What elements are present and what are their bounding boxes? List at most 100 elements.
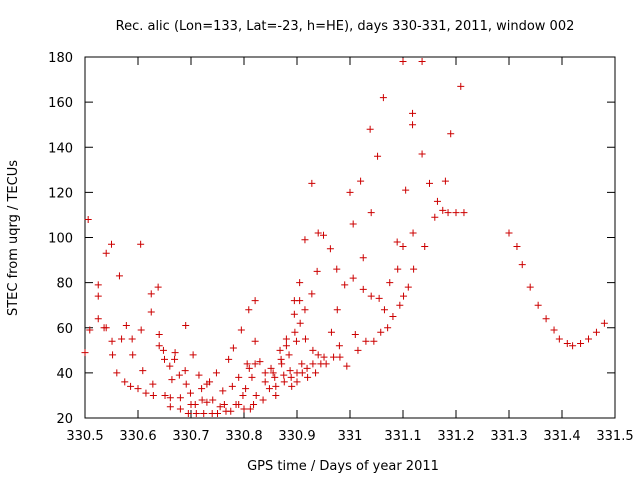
data-point <box>309 346 317 354</box>
data-point <box>259 396 267 404</box>
data-point <box>212 369 220 377</box>
data-point <box>200 409 208 417</box>
data-point <box>108 337 116 345</box>
data-point <box>441 177 449 185</box>
data-point <box>296 319 304 327</box>
data-point <box>280 371 288 379</box>
data-point <box>108 240 115 248</box>
data-point <box>301 236 309 244</box>
data-point <box>296 279 304 287</box>
data-point <box>94 281 102 289</box>
data-point <box>81 349 89 357</box>
data-point <box>251 360 259 368</box>
x-tick-label: 331.1 <box>384 429 421 444</box>
data-point <box>189 351 197 359</box>
data-point <box>389 312 397 320</box>
y-tick-label: 100 <box>48 232 73 247</box>
data-point <box>409 121 417 129</box>
data-point <box>293 378 301 386</box>
data-point <box>191 400 199 408</box>
data-point <box>370 337 378 345</box>
data-point <box>265 385 273 393</box>
data-point <box>404 283 412 291</box>
data-point <box>439 206 447 214</box>
y-tick-label: 80 <box>56 277 73 292</box>
data-point <box>267 364 275 372</box>
x-tick-label: 331 <box>338 429 363 444</box>
data-point <box>322 360 330 368</box>
data-point <box>245 306 253 314</box>
data-point <box>277 355 285 363</box>
data-point <box>225 355 233 363</box>
data-point <box>343 362 351 370</box>
data-point <box>396 301 404 309</box>
data-point <box>269 369 277 377</box>
x-tick-label: 330.5 <box>66 429 103 444</box>
data-point <box>304 373 312 381</box>
data-point <box>335 342 343 350</box>
data-point <box>86 326 94 334</box>
data-point <box>384 324 392 332</box>
data-point <box>301 335 309 343</box>
data-point <box>330 353 338 361</box>
data-point <box>379 94 387 102</box>
data-point <box>176 405 184 413</box>
data-point <box>308 290 316 298</box>
data-point <box>147 308 155 316</box>
chart-title: Rec. alic (Lon=133, Lat=-23, h=HE), days… <box>116 19 575 34</box>
data-point <box>402 186 410 194</box>
data-point <box>333 306 341 314</box>
data-point <box>184 409 192 417</box>
y-tick-label: 60 <box>56 322 73 337</box>
data-point <box>457 82 465 90</box>
data-point <box>333 265 341 273</box>
data-point <box>367 209 375 217</box>
data-point <box>410 265 418 273</box>
data-point <box>168 376 176 384</box>
data-point <box>94 315 102 323</box>
data-point <box>341 281 349 289</box>
data-point <box>303 364 311 372</box>
data-point <box>426 179 433 187</box>
data-point <box>447 130 455 138</box>
data-point <box>121 378 129 386</box>
data-point <box>292 337 300 345</box>
data-point <box>214 409 221 417</box>
data-point <box>251 297 259 305</box>
data-point <box>182 380 190 388</box>
data-point <box>380 306 388 314</box>
data-point <box>219 387 227 395</box>
data-point <box>309 360 317 368</box>
data-point <box>600 319 608 327</box>
y-tick-label: 160 <box>48 96 73 111</box>
data-point <box>534 301 542 309</box>
data-point <box>246 405 254 413</box>
data-point <box>235 400 243 408</box>
data-point <box>336 353 344 361</box>
data-point <box>452 209 460 217</box>
data-point <box>251 337 259 345</box>
data-point <box>250 400 258 408</box>
data-point <box>351 331 359 339</box>
y-tick-label: 180 <box>48 51 73 66</box>
data-point <box>418 150 426 158</box>
data-point <box>134 385 142 393</box>
data-point <box>102 324 110 332</box>
data-point <box>282 335 290 343</box>
data-point <box>155 331 163 339</box>
data-point <box>229 344 237 352</box>
y-tick-label: 20 <box>56 412 73 427</box>
x-tick-label: 330.8 <box>225 429 262 444</box>
data-point <box>245 364 253 372</box>
data-point <box>137 326 145 334</box>
data-point <box>585 335 592 343</box>
data-point <box>166 362 174 370</box>
data-point <box>142 389 150 397</box>
data-point <box>327 328 335 336</box>
data-point <box>261 369 269 377</box>
data-point <box>359 285 367 293</box>
data-point <box>400 292 408 300</box>
data-point <box>312 369 320 377</box>
data-point <box>282 342 290 350</box>
data-point <box>206 378 214 386</box>
